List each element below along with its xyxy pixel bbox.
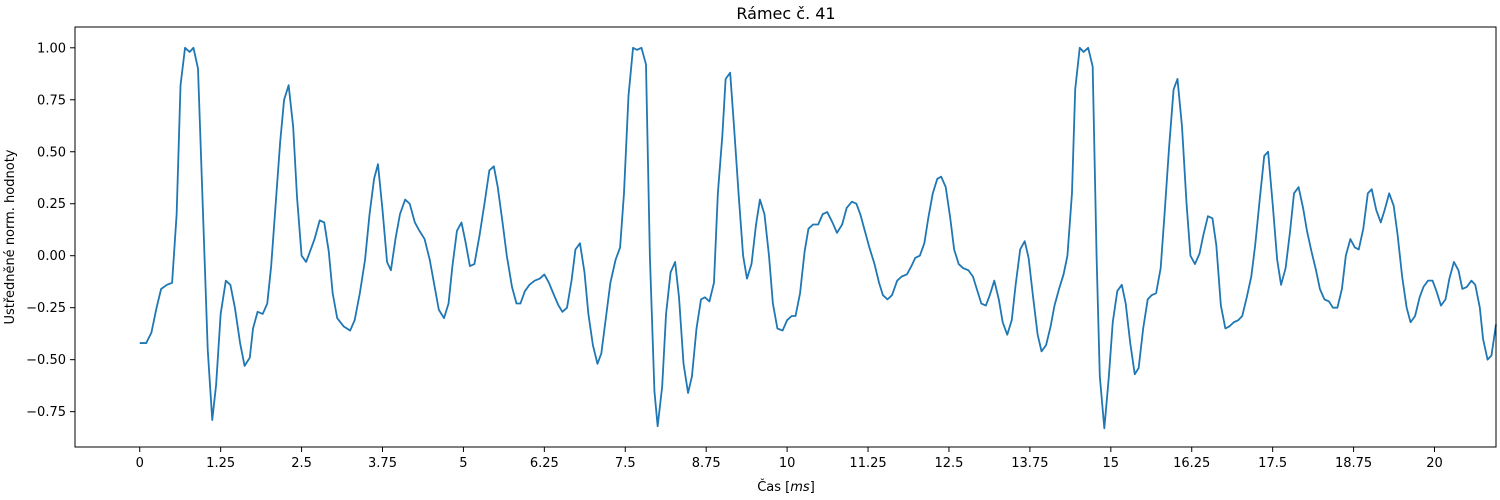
x-tick-label: 6.25 bbox=[530, 456, 559, 471]
x-tick-label: 7.5 bbox=[615, 456, 636, 471]
y-tick-label: −0.25 bbox=[26, 301, 66, 316]
axes-frame bbox=[74, 26, 1497, 448]
axis-ticks: 0 1.25 2.5 3.75 5 6.25 7.5 8.75 10 11.25 12.5 13.75… bbox=[26, 41, 1443, 471]
y-axis-label: Ustředněné norm. hodnoty bbox=[3, 149, 18, 324]
x-tick-label: 11.25 bbox=[849, 456, 886, 471]
y-tick-label: 0.00 bbox=[37, 249, 66, 264]
plot-area bbox=[139, 46, 1497, 430]
x-tick-label: 16.25 bbox=[1173, 456, 1210, 471]
x-axis-label-suffix: ] bbox=[810, 480, 815, 495]
y-tick-label: 1.00 bbox=[37, 41, 66, 56]
x-tick-label: 0 bbox=[136, 456, 144, 471]
x-tick-label: 18.75 bbox=[1335, 456, 1372, 471]
x-axis-label-unit: ms bbox=[790, 480, 810, 495]
x-tick-label: 5 bbox=[459, 456, 467, 471]
chart-title: Rámec č. 41 bbox=[736, 4, 835, 23]
x-tick-label: 2.5 bbox=[291, 456, 312, 471]
series-line bbox=[139, 46, 1497, 430]
y-tick-label: 0.50 bbox=[37, 145, 66, 160]
y-tick-label: 0.25 bbox=[37, 197, 66, 212]
x-tick-label: 10 bbox=[779, 456, 796, 471]
y-tick-label: −0.75 bbox=[26, 405, 66, 420]
x-tick-label: 15 bbox=[1103, 456, 1120, 471]
x-tick-label: 17.5 bbox=[1258, 456, 1287, 471]
y-tick-label: 0.75 bbox=[37, 93, 66, 108]
x-tick-label: 13.75 bbox=[1011, 456, 1048, 471]
x-tick-label: 3.75 bbox=[368, 456, 397, 471]
x-tick-label: 1.25 bbox=[206, 456, 235, 471]
x-tick-label: 20 bbox=[1426, 456, 1443, 471]
x-axis-label: Čas [ms] bbox=[757, 479, 815, 495]
x-tick-label: 8.75 bbox=[692, 456, 721, 471]
x-axis-label-prefix: Čas [ bbox=[757, 479, 790, 495]
y-tick-label: −0.50 bbox=[26, 353, 66, 368]
x-tick-label: 12.5 bbox=[934, 456, 963, 471]
